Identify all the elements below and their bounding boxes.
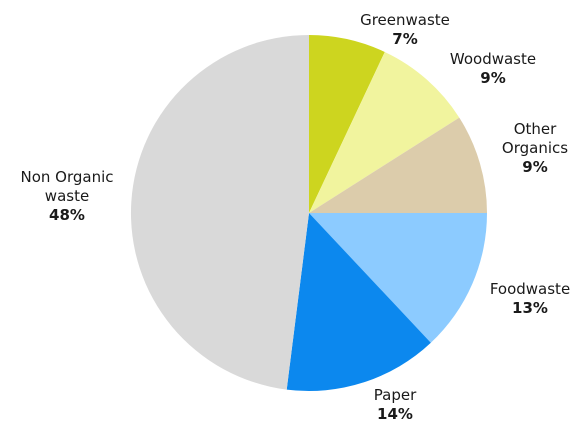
slice-label-text: Foodwaste [490, 280, 570, 298]
pie-labels: Greenwaste7%Woodwaste9%OtherOrganics9%Fo… [20, 11, 570, 423]
pie-slice-other-organics [309, 117, 487, 213]
slice-percent-label: 13% [512, 299, 548, 317]
pie-slice-woodwaste [309, 51, 460, 213]
slice-label-text: Paper [374, 386, 417, 404]
slice-percent-label: 9% [480, 69, 505, 87]
pie-slices [130, 35, 487, 392]
pie-slice-greenwaste [309, 35, 385, 213]
slice-label-text: Non Organic [20, 168, 113, 186]
slice-label-text: Other [514, 120, 557, 138]
slice-label-text: Woodwaste [450, 50, 536, 68]
slice-percent-label: 9% [522, 158, 547, 176]
slice-percent-label: 14% [377, 405, 413, 423]
slice-label-text: Organics [502, 139, 568, 157]
slice-percent-label: 48% [49, 206, 85, 224]
pie-slice-paper [286, 213, 431, 392]
slice-label-text: Greenwaste [360, 11, 450, 29]
slice-percent-label: 7% [392, 30, 417, 48]
pie-slice-non-organic-waste [130, 35, 309, 390]
slice-label-text: waste [45, 187, 89, 205]
pie-slice-foodwaste [309, 213, 487, 343]
